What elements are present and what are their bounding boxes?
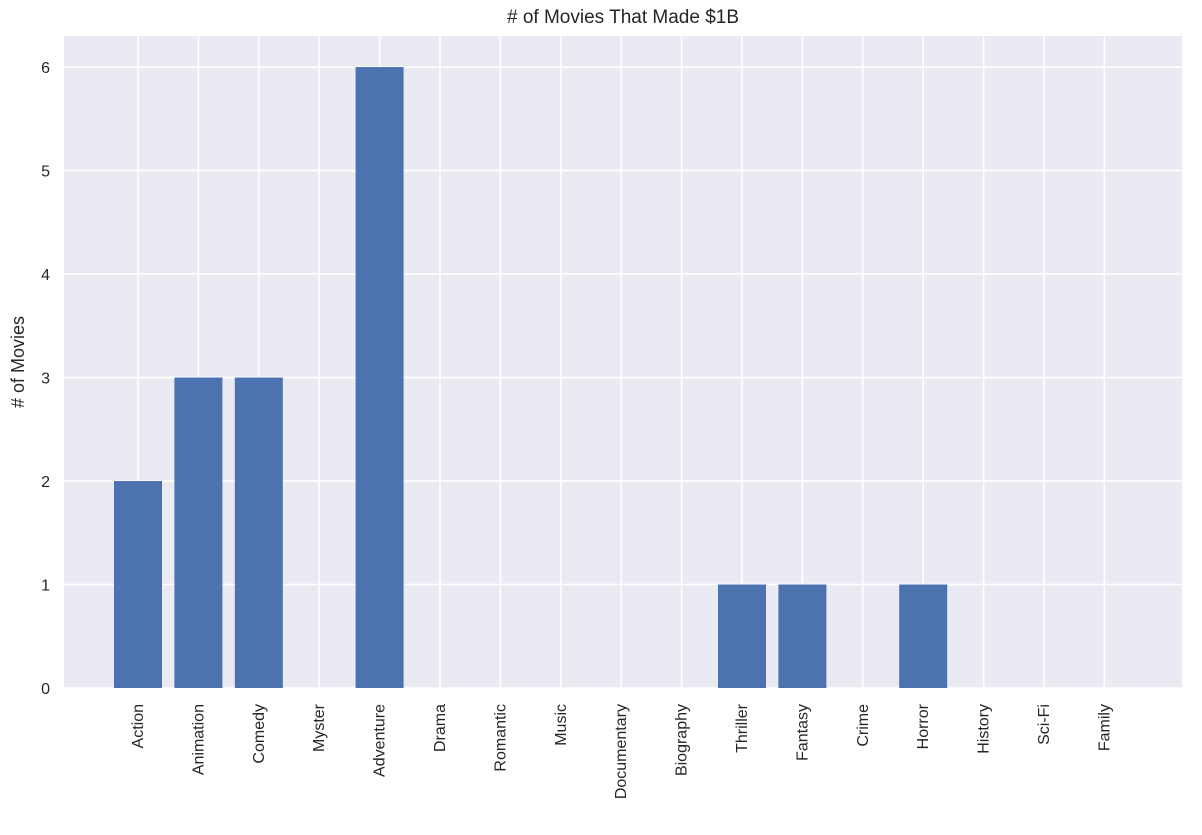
y-tick-labels: 0 1 2 3 4 5 6	[41, 60, 50, 698]
y-tick-label: 0	[41, 681, 50, 698]
x-tick-labels: Action Animation Comedy Myster Adventure Dram…	[130, 703, 1113, 799]
x-tick-label: Romantic	[492, 704, 509, 772]
x-tick-label: Comedy	[251, 704, 268, 764]
bar-horror	[899, 584, 948, 688]
x-tick-label: Music	[553, 704, 570, 746]
x-tick-label: Biography	[674, 704, 691, 776]
bar-comedy	[234, 377, 283, 688]
chart-title: # of Movies That Made $1B	[507, 7, 739, 28]
x-tick-label: Fantasy	[794, 704, 811, 761]
bars-group	[114, 67, 948, 689]
x-tick-label: Family	[1096, 704, 1113, 751]
y-tick-label: 6	[41, 60, 50, 77]
x-tick-label: Drama	[432, 704, 449, 752]
x-tick-label: Animation	[190, 704, 207, 775]
x-tick-label: Adventure	[372, 704, 389, 777]
y-tick-label: 2	[41, 474, 50, 491]
x-tick-label: Myster	[311, 703, 328, 752]
x-tick-label: Horror	[915, 703, 932, 749]
x-tick-label: Crime	[855, 704, 872, 747]
y-tick-label: 1	[41, 578, 50, 595]
bar-animation	[174, 377, 223, 688]
x-tick-label: Thriller	[734, 703, 751, 753]
bar-thriller	[718, 584, 766, 688]
x-tick-label: Action	[130, 704, 147, 748]
x-tick-label: Sci-Fi	[1036, 704, 1053, 745]
y-tick-label: 5	[41, 164, 50, 181]
y-tick-label: 4	[41, 267, 50, 284]
y-tick-label: 3	[41, 371, 50, 388]
x-tick-label: Documentary	[613, 704, 630, 799]
bar-fantasy	[778, 584, 827, 688]
plot-area	[64, 36, 1182, 688]
bar-action	[114, 481, 162, 688]
y-axis-label: # of Movies	[8, 316, 28, 408]
x-tick-label: History	[976, 704, 993, 754]
bar-adventure	[355, 67, 404, 689]
